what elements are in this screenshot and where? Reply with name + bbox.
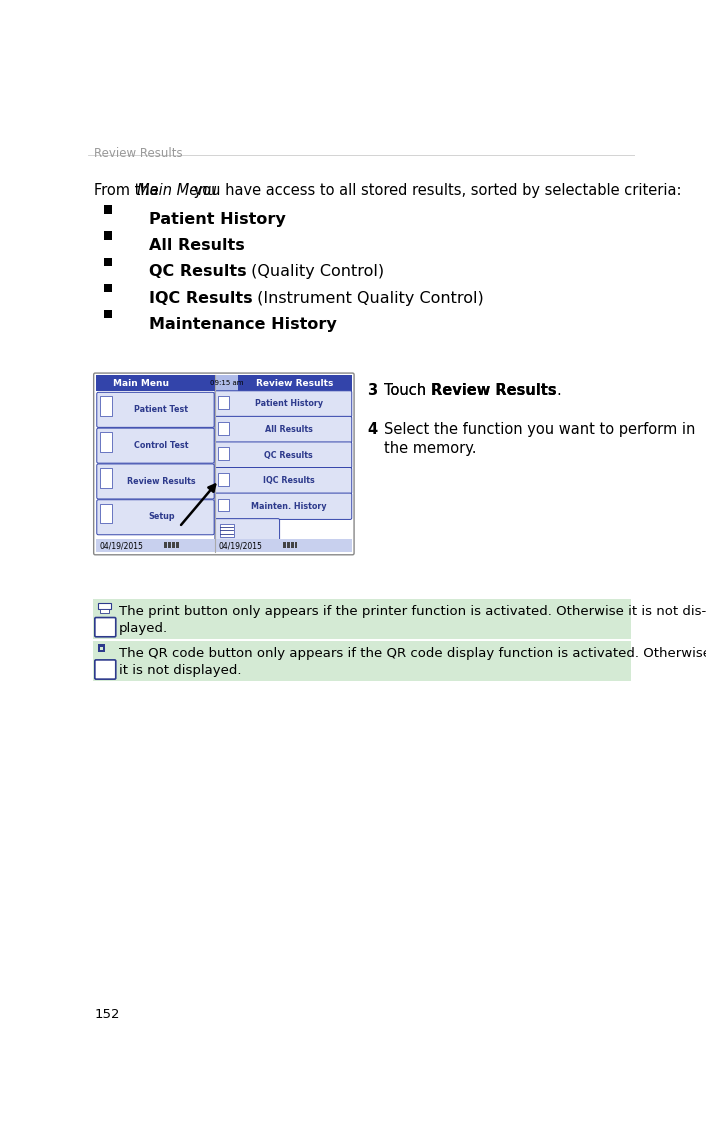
Text: (Instrument Quality Control): (Instrument Quality Control) [252, 290, 484, 305]
Text: Review Results: Review Results [127, 476, 196, 485]
Text: The QR code button only appears if the QR code display function is activated. Ot: The QR code button only appears if the Q… [119, 647, 706, 678]
Text: From the: From the [95, 183, 164, 198]
Bar [168, 542, 171, 548]
Text: Patient Test: Patient Test [134, 405, 189, 413]
Bar [100, 645, 102, 647]
FancyBboxPatch shape [215, 493, 352, 519]
FancyBboxPatch shape [215, 391, 352, 417]
Text: Review Results: Review Results [431, 383, 556, 398]
Bar [104, 284, 112, 293]
Bar [97, 645, 100, 647]
Text: Patient History: Patient History [255, 400, 323, 409]
Bar [104, 310, 112, 319]
Bar [218, 421, 229, 435]
Bar [103, 650, 105, 653]
Text: 04/19/2015: 04/19/2015 [100, 541, 144, 550]
Text: Mainten. History: Mainten. History [251, 502, 327, 510]
FancyBboxPatch shape [97, 464, 214, 499]
FancyBboxPatch shape [215, 417, 352, 443]
FancyBboxPatch shape [97, 392, 214, 427]
Text: Main Menu: Main Menu [137, 183, 217, 198]
Bar [98, 603, 111, 608]
Bar [93, 599, 630, 639]
Text: Review Results: Review Results [95, 147, 183, 161]
Bar [291, 542, 294, 548]
Bar [294, 542, 297, 548]
Text: 152: 152 [95, 1008, 120, 1022]
Text: QC Results: QC Results [264, 451, 313, 460]
Text: Touch: Touch [384, 383, 431, 398]
Bar [96, 376, 352, 552]
Text: .: . [556, 383, 561, 398]
Bar [93, 641, 630, 681]
Bar [97, 647, 100, 649]
Text: IQC Results: IQC Results [149, 290, 252, 305]
Text: The print button only appears if the printer function is activated. Otherwise it: The print button only appears if the pri… [119, 605, 706, 634]
Bar [218, 473, 229, 486]
Bar [218, 448, 229, 460]
Bar [218, 499, 229, 511]
FancyBboxPatch shape [94, 374, 354, 555]
FancyBboxPatch shape [95, 659, 116, 679]
Text: Select the function you want to perform in
the memory.: Select the function you want to perform … [384, 421, 695, 457]
Bar [104, 257, 112, 267]
FancyBboxPatch shape [97, 428, 214, 464]
Text: Review Results: Review Results [431, 383, 556, 398]
Text: Setup: Setup [148, 513, 174, 522]
Text: 09:15 am: 09:15 am [210, 380, 244, 386]
Bar [104, 205, 112, 214]
Text: 3: 3 [367, 383, 378, 398]
Bar [100, 608, 109, 613]
Bar [100, 650, 102, 653]
FancyBboxPatch shape [215, 518, 280, 544]
Bar [172, 542, 174, 548]
FancyBboxPatch shape [215, 467, 352, 494]
Bar [100, 432, 112, 452]
Bar [97, 650, 100, 653]
Bar [215, 376, 238, 391]
Bar [287, 542, 289, 548]
Bar [218, 396, 229, 409]
Bar [103, 647, 105, 649]
Text: 4: 4 [367, 421, 378, 436]
Bar [100, 468, 112, 487]
Text: Main Menu: Main Menu [113, 378, 169, 387]
Bar [238, 376, 352, 391]
FancyBboxPatch shape [95, 617, 116, 637]
Text: QC Results: QC Results [149, 264, 246, 279]
Bar [96, 539, 352, 552]
Text: Review Results: Review Results [256, 378, 334, 387]
Bar [164, 542, 167, 548]
FancyBboxPatch shape [97, 500, 214, 535]
Text: (Quality Control): (Quality Control) [246, 264, 385, 279]
Bar [100, 503, 112, 524]
Text: Patient History: Patient History [149, 212, 285, 227]
Text: Control Test: Control Test [134, 441, 189, 450]
Bar [283, 542, 286, 548]
Text: All Results: All Results [149, 238, 244, 253]
Text: you have access to all stored results, sorted by selectable criteria:: you have access to all stored results, s… [189, 183, 681, 198]
Bar [103, 645, 105, 647]
Bar [220, 524, 234, 538]
Bar [96, 376, 215, 391]
Text: All Results: All Results [265, 425, 313, 434]
FancyBboxPatch shape [215, 442, 352, 468]
Text: Touch: Touch [384, 383, 431, 398]
Text: IQC Results: IQC Results [263, 476, 315, 485]
Text: 04/19/2015: 04/19/2015 [219, 541, 263, 550]
Bar [100, 396, 112, 416]
Text: Maintenance History: Maintenance History [149, 317, 337, 331]
Bar [176, 542, 179, 548]
Bar [104, 231, 112, 240]
